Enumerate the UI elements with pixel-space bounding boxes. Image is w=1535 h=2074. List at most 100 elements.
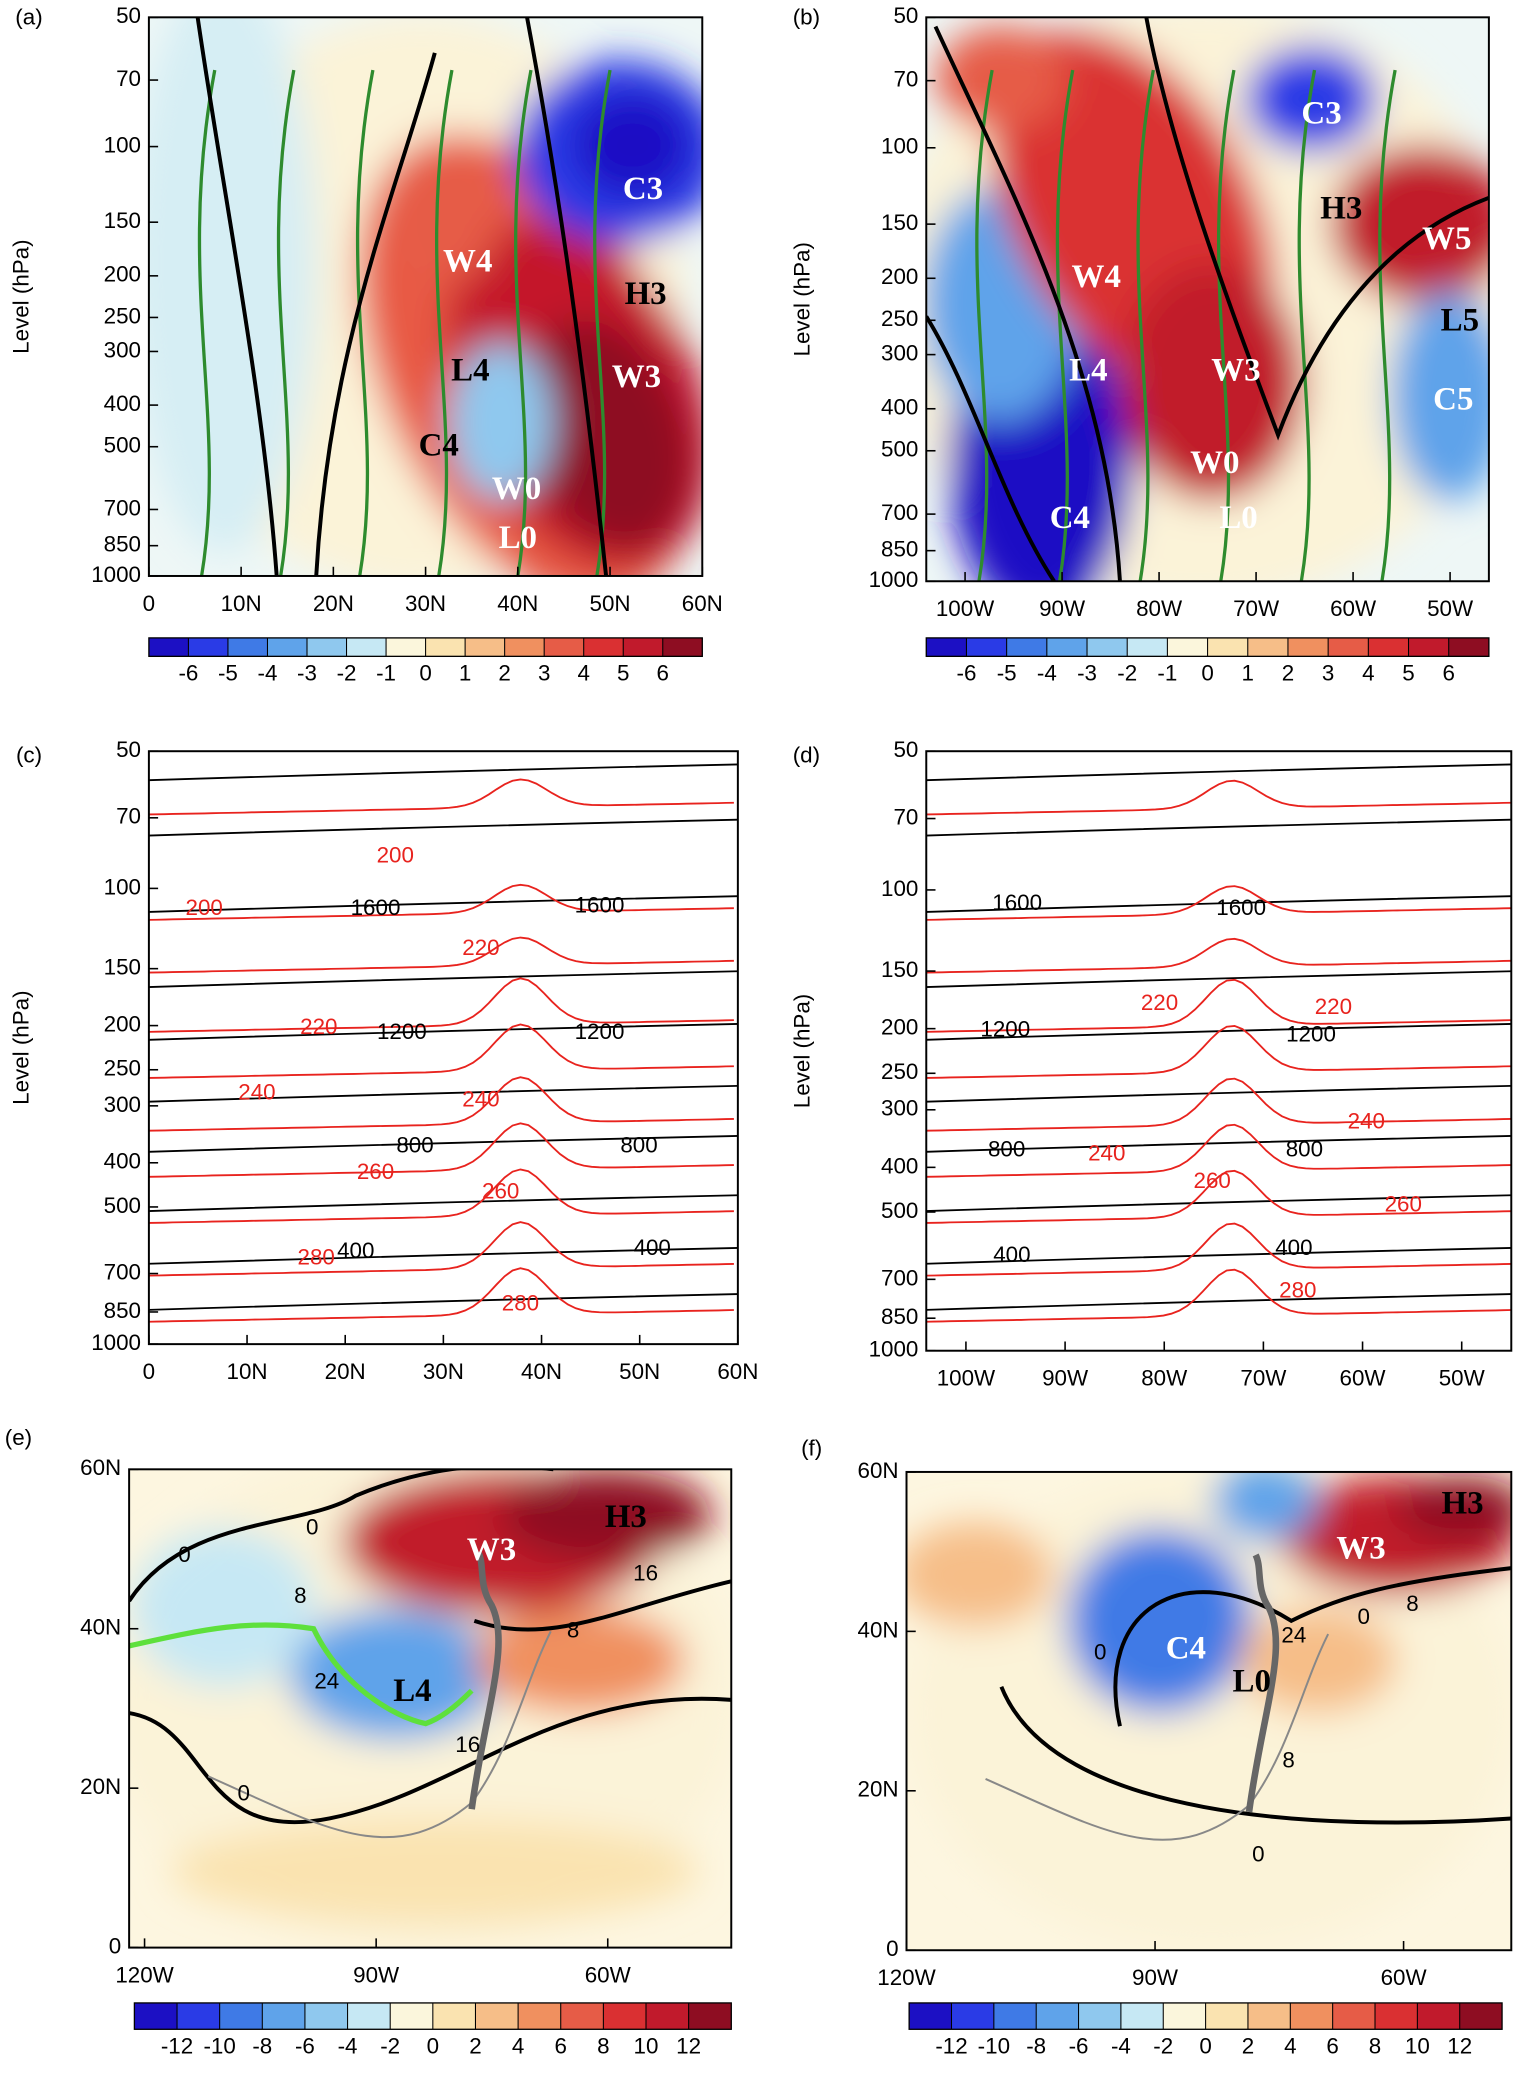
colorbar-label: 8 [1369,2034,1381,2059]
annotation: C3 [1301,96,1341,132]
height-contour [926,763,1512,782]
height-contour [926,1293,1512,1311]
plot-area [129,1469,732,1948]
colorbar-label: 6 [1326,2034,1338,2059]
x-tick-label: 80W [1136,596,1183,621]
annotation: 280 [1279,1277,1316,1302]
y-tick-label: 200 [881,1015,918,1040]
temperature-contour [148,1076,734,1132]
zero-contour [926,315,1056,582]
temperature-contour [926,1077,1512,1132]
zero-contour [129,1469,554,1603]
colorbar-label: -5 [218,661,238,686]
shading-blob [131,1528,317,1687]
annotation: 8 [1282,1748,1294,1773]
panel: 100W 90W 80W 70W 60W 50W507010015020025030040… [790,3,1490,686]
x-tick-label: 70W [1233,596,1280,621]
colorbar-box [346,637,387,657]
temperature-contour [926,1268,1512,1323]
height-contour [148,970,738,988]
annotation: W3 [612,359,661,395]
y-tick-label: 250 [881,306,918,331]
temperature-contour [148,778,734,816]
panel: 0 10N 20N 30N 40N 50N 60N 50 70 100 150 200 250 300 40… [8,737,758,1384]
colorbar-box [227,637,268,657]
panel-label: (b) [793,5,820,30]
annotation: 240 [1088,1140,1125,1165]
colorbar-box [1167,637,1208,657]
colorbar-label: -8 [252,2034,272,2059]
annotation: 240 [1348,1109,1385,1134]
x-tick-label: 40N [521,1359,562,1384]
annotation: H3 [1441,1486,1483,1522]
colorbar-box [1368,637,1409,657]
annotation: L0 [1233,1664,1271,1700]
height-contour [926,1194,1512,1212]
colorbar-box [390,2002,434,2030]
zero-contour [195,17,279,576]
annotation: 8 [1406,1591,1418,1616]
annotation: 0 [306,1515,318,1540]
colorbar-label: -1 [1157,661,1177,686]
x-tick-label: 90W [1039,596,1086,621]
y-tick-label: 40N [858,1617,899,1642]
annotation: 220 [1141,990,1178,1015]
colorbar-box [177,2002,221,2030]
height-contour [148,1084,738,1103]
x-tick-label: 80W [1141,1366,1188,1391]
colorbar-box [262,2002,306,2030]
height-contour [148,1247,738,1265]
y-tick-label: 20N [858,1777,899,1802]
colorbar-box [1290,2002,1334,2030]
y-tick-label: 50 [893,3,918,28]
annotation: C5 [1433,382,1473,418]
plot-area [926,17,1489,582]
colorbar-label: 12 [676,2034,701,2059]
y-tick-label: 700 [104,1259,141,1284]
colorbar-box [1163,2002,1206,2030]
y-tick-label: 200 [104,262,141,287]
annotation: 16 [633,1561,658,1586]
shading-blob [1396,1475,1512,1542]
shading-blob [148,17,317,554]
colorbar-label: 0 [419,661,431,686]
y-tick-label: 200 [104,1012,141,1037]
panel: 120W 90W 60W020N40N60N(f)H3W3C4L00240880-1… [801,1435,1513,2059]
shading-blob [1067,1528,1252,1714]
colorbar-box [148,637,189,657]
x-tick-label: 50W [1439,1366,1486,1391]
panel-label: (f) [801,1435,822,1460]
colorbar-box [518,2002,562,2030]
plot-area [906,1471,1512,1951]
colorbar-box [1120,2002,1164,2030]
green-contour [1055,69,1075,582]
y-tick-label: 850 [104,1298,141,1323]
colorbar-label: 0 [1201,661,1213,686]
y-tick-label: 150 [104,955,141,980]
y-tick-label: 0 [886,1936,898,1961]
coastline [207,1630,552,1839]
height-contour [926,895,1512,913]
x-tick-label: 50W [1427,596,1474,621]
y-tick-label: 250 [881,1059,918,1084]
annotation: H3 [1320,191,1362,227]
annotation: 1200 [377,1019,427,1044]
annotation: 1600 [992,890,1042,915]
temperature-contour [148,977,734,1033]
annotation: 24 [1281,1623,1306,1648]
annotation: C4 [419,428,459,464]
colorbar-box [267,637,308,657]
y-tick-label: 500 [104,433,141,458]
colorbar-box [504,637,545,657]
colorbar-label: 1 [459,661,471,686]
y-tick-label: 300 [881,341,918,366]
plot-frame [925,16,1490,583]
zero-contour [1144,17,1489,441]
annotation: 16 [455,1732,480,1757]
plot-area [148,17,703,576]
y-axis-label: Level (hPa) [790,242,815,356]
colorbar-box [304,2002,348,2030]
green-contour [1216,69,1236,582]
x-tick-label: 120W [877,1965,936,1990]
green-contour [1136,69,1155,582]
